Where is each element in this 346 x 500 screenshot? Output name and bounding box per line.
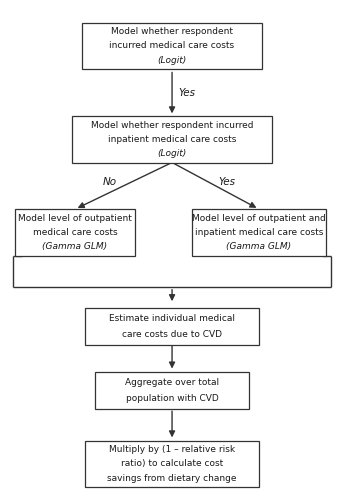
Text: (Logit): (Logit) bbox=[157, 56, 187, 64]
Text: medical care costs: medical care costs bbox=[33, 228, 117, 237]
FancyBboxPatch shape bbox=[72, 116, 272, 162]
FancyBboxPatch shape bbox=[15, 210, 135, 256]
Text: Model whether respondent incurred: Model whether respondent incurred bbox=[91, 120, 253, 130]
Text: Estimate individual medical: Estimate individual medical bbox=[109, 314, 235, 322]
Text: incurred medical care costs: incurred medical care costs bbox=[109, 42, 235, 50]
Text: Model level of outpatient and: Model level of outpatient and bbox=[192, 214, 326, 223]
Text: No: No bbox=[103, 177, 117, 187]
Text: ratio) to calculate cost: ratio) to calculate cost bbox=[121, 460, 223, 468]
Text: Model level of outpatient: Model level of outpatient bbox=[18, 214, 132, 223]
Text: population with CVD: population with CVD bbox=[126, 394, 218, 402]
Text: Yes: Yes bbox=[179, 88, 195, 98]
Text: inpatient medical care costs: inpatient medical care costs bbox=[195, 228, 323, 237]
Text: (Gamma GLM): (Gamma GLM) bbox=[227, 242, 292, 252]
FancyBboxPatch shape bbox=[95, 372, 249, 408]
FancyBboxPatch shape bbox=[85, 440, 259, 487]
FancyBboxPatch shape bbox=[85, 308, 259, 344]
Text: care costs due to CVD: care costs due to CVD bbox=[122, 330, 222, 338]
FancyBboxPatch shape bbox=[192, 210, 326, 256]
Text: savings from dietary change: savings from dietary change bbox=[107, 474, 237, 482]
Text: Multiply by (1 – relative risk: Multiply by (1 – relative risk bbox=[109, 445, 235, 454]
FancyBboxPatch shape bbox=[82, 22, 262, 70]
Text: (Gamma GLM): (Gamma GLM) bbox=[43, 242, 108, 252]
Text: (Logit): (Logit) bbox=[157, 149, 187, 158]
Text: inpatient medical care costs: inpatient medical care costs bbox=[108, 135, 236, 144]
Text: Model whether respondent: Model whether respondent bbox=[111, 28, 233, 36]
Text: Aggregate over total: Aggregate over total bbox=[125, 378, 219, 386]
Text: Yes: Yes bbox=[219, 177, 236, 187]
